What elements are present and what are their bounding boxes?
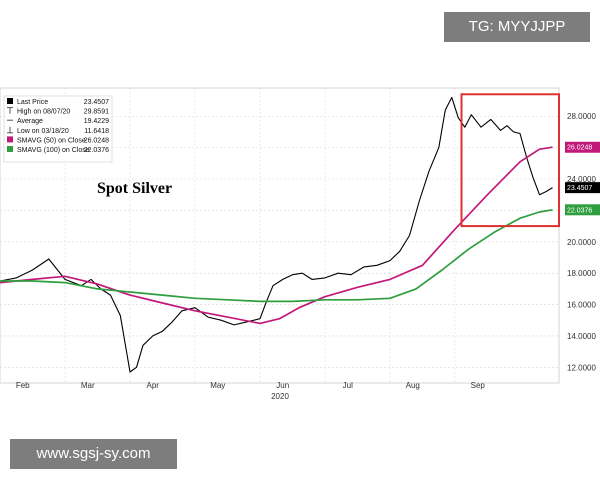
legend: Last Price 23.4507 High on 08/07/20 29.8591… (3, 95, 113, 163)
series-line-smavg-100-on-close (0, 208, 553, 303)
y-tick-label: 14.0000 (567, 332, 596, 341)
y-tick-label: 12.0000 (567, 363, 596, 372)
x-tick-label: Aug (406, 381, 420, 390)
legend-value: 22.0376 (84, 147, 109, 154)
y-tick-label: 18.0000 (567, 269, 596, 278)
legend-box (3, 95, 113, 163)
x-tick-label: May (210, 381, 225, 390)
x-tick-label: Jun (276, 381, 289, 390)
highlight-box (460, 93, 560, 228)
chart-title: Spot Silver (97, 180, 172, 197)
value-tag-box (565, 141, 600, 153)
x-axis: Feb Mar Apr May Jun Jul Aug Sep (16, 381, 486, 390)
legend-swatch (7, 146, 13, 152)
value-tag-text: 23.4507 (567, 185, 592, 192)
value-tag-text: 22.0376 (567, 207, 592, 214)
value-tag-box (565, 182, 600, 194)
x-tick-label: Feb (16, 381, 30, 390)
value-tags: 26.0248 23.4507 22.0376 (565, 141, 600, 216)
y-tick-label: 28.0000 (567, 112, 596, 121)
legend-value: 11.6418 (84, 128, 109, 135)
series-line-spot-silver (0, 96, 553, 373)
legend-label: Average (17, 118, 43, 125)
x-axis-label: 2020 (271, 392, 289, 401)
legend-value: 26.0248 (84, 137, 109, 144)
legend-label: Low on 03/18/20 (17, 128, 69, 135)
value-tag-box (565, 204, 600, 216)
legend-label: Last Price (17, 99, 48, 106)
legend-swatch (7, 98, 13, 104)
plot-area-border (0, 87, 560, 384)
y-tick-label: 16.0000 (567, 301, 596, 310)
x-tick-label: Apr (147, 381, 160, 390)
legend-label: High on 08/07/20 (17, 109, 70, 116)
value-tag-text: 26.0248 (567, 145, 592, 152)
series-line-smavg-50-on-close (0, 146, 553, 325)
y-tick-label: 24.0000 (567, 175, 596, 184)
watermark-url: www.sgsj-sy.com (10, 439, 177, 469)
y-tick-label: 20.0000 (567, 238, 596, 247)
legend-value: 19.4229 (84, 118, 109, 125)
legend-value: 29.8591 (84, 109, 109, 116)
x-tick-label: Sep (471, 381, 486, 390)
watermark-telegram: TG: MYYJJPP (444, 12, 590, 42)
legend-value: 23.4507 (84, 99, 109, 106)
legend-label: SMAVG (100) on Close (17, 147, 90, 154)
legend-swatch (7, 136, 13, 143)
series-group (0, 96, 553, 373)
x-tick-label: Mar (81, 381, 95, 390)
x-tick-label: Jul (343, 381, 353, 390)
legend-label: SMAVG (50) on Close (17, 137, 86, 144)
